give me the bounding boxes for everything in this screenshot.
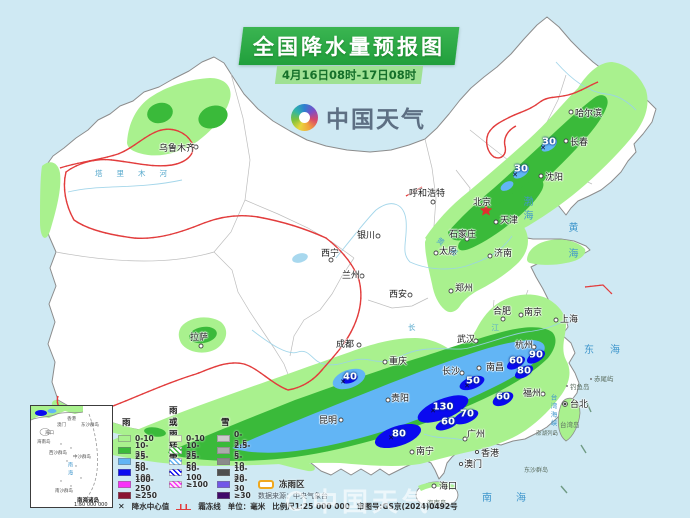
china-weather-logo: 中国天气 [291,100,426,134]
swatch-rain-5 [118,492,131,500]
hainan-rain-sliver [418,482,456,491]
frost-line-label: 霜冻线 [198,502,221,511]
south-china-sea-inset: 香港 澳门 海口 东沙群岛 海南岛 西沙群岛 中沙群岛 南沙群岛 南海 南海诸岛… [30,405,113,508]
legend-rain-label: 50-100 [135,463,151,482]
legend-snow-label: 0-2.5 [234,429,248,448]
inset-label-hongkong: 香港 [67,417,76,422]
legend-snow-header: 雪 [221,418,230,428]
frost-line [57,82,612,416]
boundary-dashes [560,402,592,494]
city-dots [193,109,574,489]
legend-rain-label: 100-250 [135,475,154,494]
swatch-snow-1 [217,446,230,454]
legend-freezing-rain: 冻雨区 [258,478,305,490]
swatch-rain-4 [118,480,131,488]
legend-sleet-label: 10-25 [186,441,200,460]
swatch-rain-0 [118,435,131,443]
inset-mini-map [31,406,98,507]
precip-50-100-layer [342,350,546,449]
taiwan-island [557,397,581,442]
inset-label-haikou: 海口 [45,431,54,436]
swatch-snow-3 [217,469,230,477]
swatch-snow-5 [217,492,230,500]
center-mark-icon: ✕ [118,502,125,511]
swatch-sleet-4 [169,480,182,488]
beijing-star [479,204,493,216]
swatch-sleet-1 [169,446,182,454]
swatch-snow-2 [217,457,230,465]
swatch-sleet-0 [169,435,182,443]
swatch-rain-3 [118,469,131,477]
legend-rain-header: 雨 [122,418,131,428]
watermark-text: 中国天气 [312,488,433,518]
legend-snow-label: 2.5-5 [234,441,251,460]
forecast-period: 4月16日08时-17日08时 [281,68,417,82]
freezing-rain-swatch [258,479,274,489]
legend-snow-label: 10-20 [234,463,248,482]
rivers-layer [67,61,637,442]
scale-label: 比例尺1:25 000 000 [272,502,350,511]
inset-label-macau: 澳门 [57,423,66,428]
legend-rain-label: ≥250 [135,491,157,501]
inset-label-zhongsha: 中沙群岛 [73,455,91,460]
qinghai-lake [292,253,308,263]
freezing-rain-label: 冻雨区 [279,480,305,490]
swatch-sleet-2 [169,457,182,465]
frost-line-symbol [176,503,192,510]
legend-snow-label: 5-10 [234,452,245,471]
inset-label-hainan: 海南岛 [37,440,51,445]
legend-rain-label: 0-10 [135,434,154,444]
watermark-logo-icon [286,490,306,511]
swatch-snow-4 [217,480,230,488]
swatch-snow-0 [217,435,230,443]
legend-sleet-label: 25-50 [186,452,200,471]
legend-snow-label: ≥30 [234,491,251,501]
pinwheel-logo-icon [291,103,318,131]
legend-sleet-label: 0-10 [186,434,205,444]
legend-sleet-label: ≥100 [186,479,208,489]
inset-title: 南海诸岛 [77,498,100,504]
swatch-rain-1 [118,446,131,454]
inset-label-xisha: 西沙群岛 [49,451,67,456]
penghu-islet [553,433,555,435]
center-value-label: 降水中心值 [131,502,170,511]
title-banner: 全国降水量预报图 [238,27,460,65]
swatch-sleet-3 [169,469,182,477]
legend-sleet-header-1: 雨夹雪 [169,406,178,440]
logo-brand-text: 中国天气 [326,107,426,133]
swatch-rain-2 [118,457,131,465]
legend-footer: ✕ 降水中心值 霜冻线 单位：毫米 比例尺1:25 000 000 审图号:GS… [118,501,458,512]
legend-sleet-label: 50-100 [186,463,202,482]
subtitle-banner: 4月16日08时-17日08时 [274,66,424,84]
unit-label: 单位：毫米 [227,502,266,511]
approval-number: 审图号:GS京(2024)0492号 [356,502,458,511]
chiwei-islet [590,378,592,380]
diaoyu-islet [566,385,568,387]
legend-rain-label: 25-50 [135,452,149,471]
inset-label-nansha: 南沙群岛 [55,489,73,494]
inset-scale: 1:50 000 000 [74,502,108,508]
map-title: 全国降水量预报图 [253,35,445,59]
legend-snow-label: 20-30 [234,475,248,494]
inset-sea-label: 南海 [67,462,73,478]
legend-rain-label: 10-25 [135,441,149,460]
inset-label-dongsha: 东沙群岛 [81,423,99,428]
watermark: 中国天气 [286,482,432,518]
